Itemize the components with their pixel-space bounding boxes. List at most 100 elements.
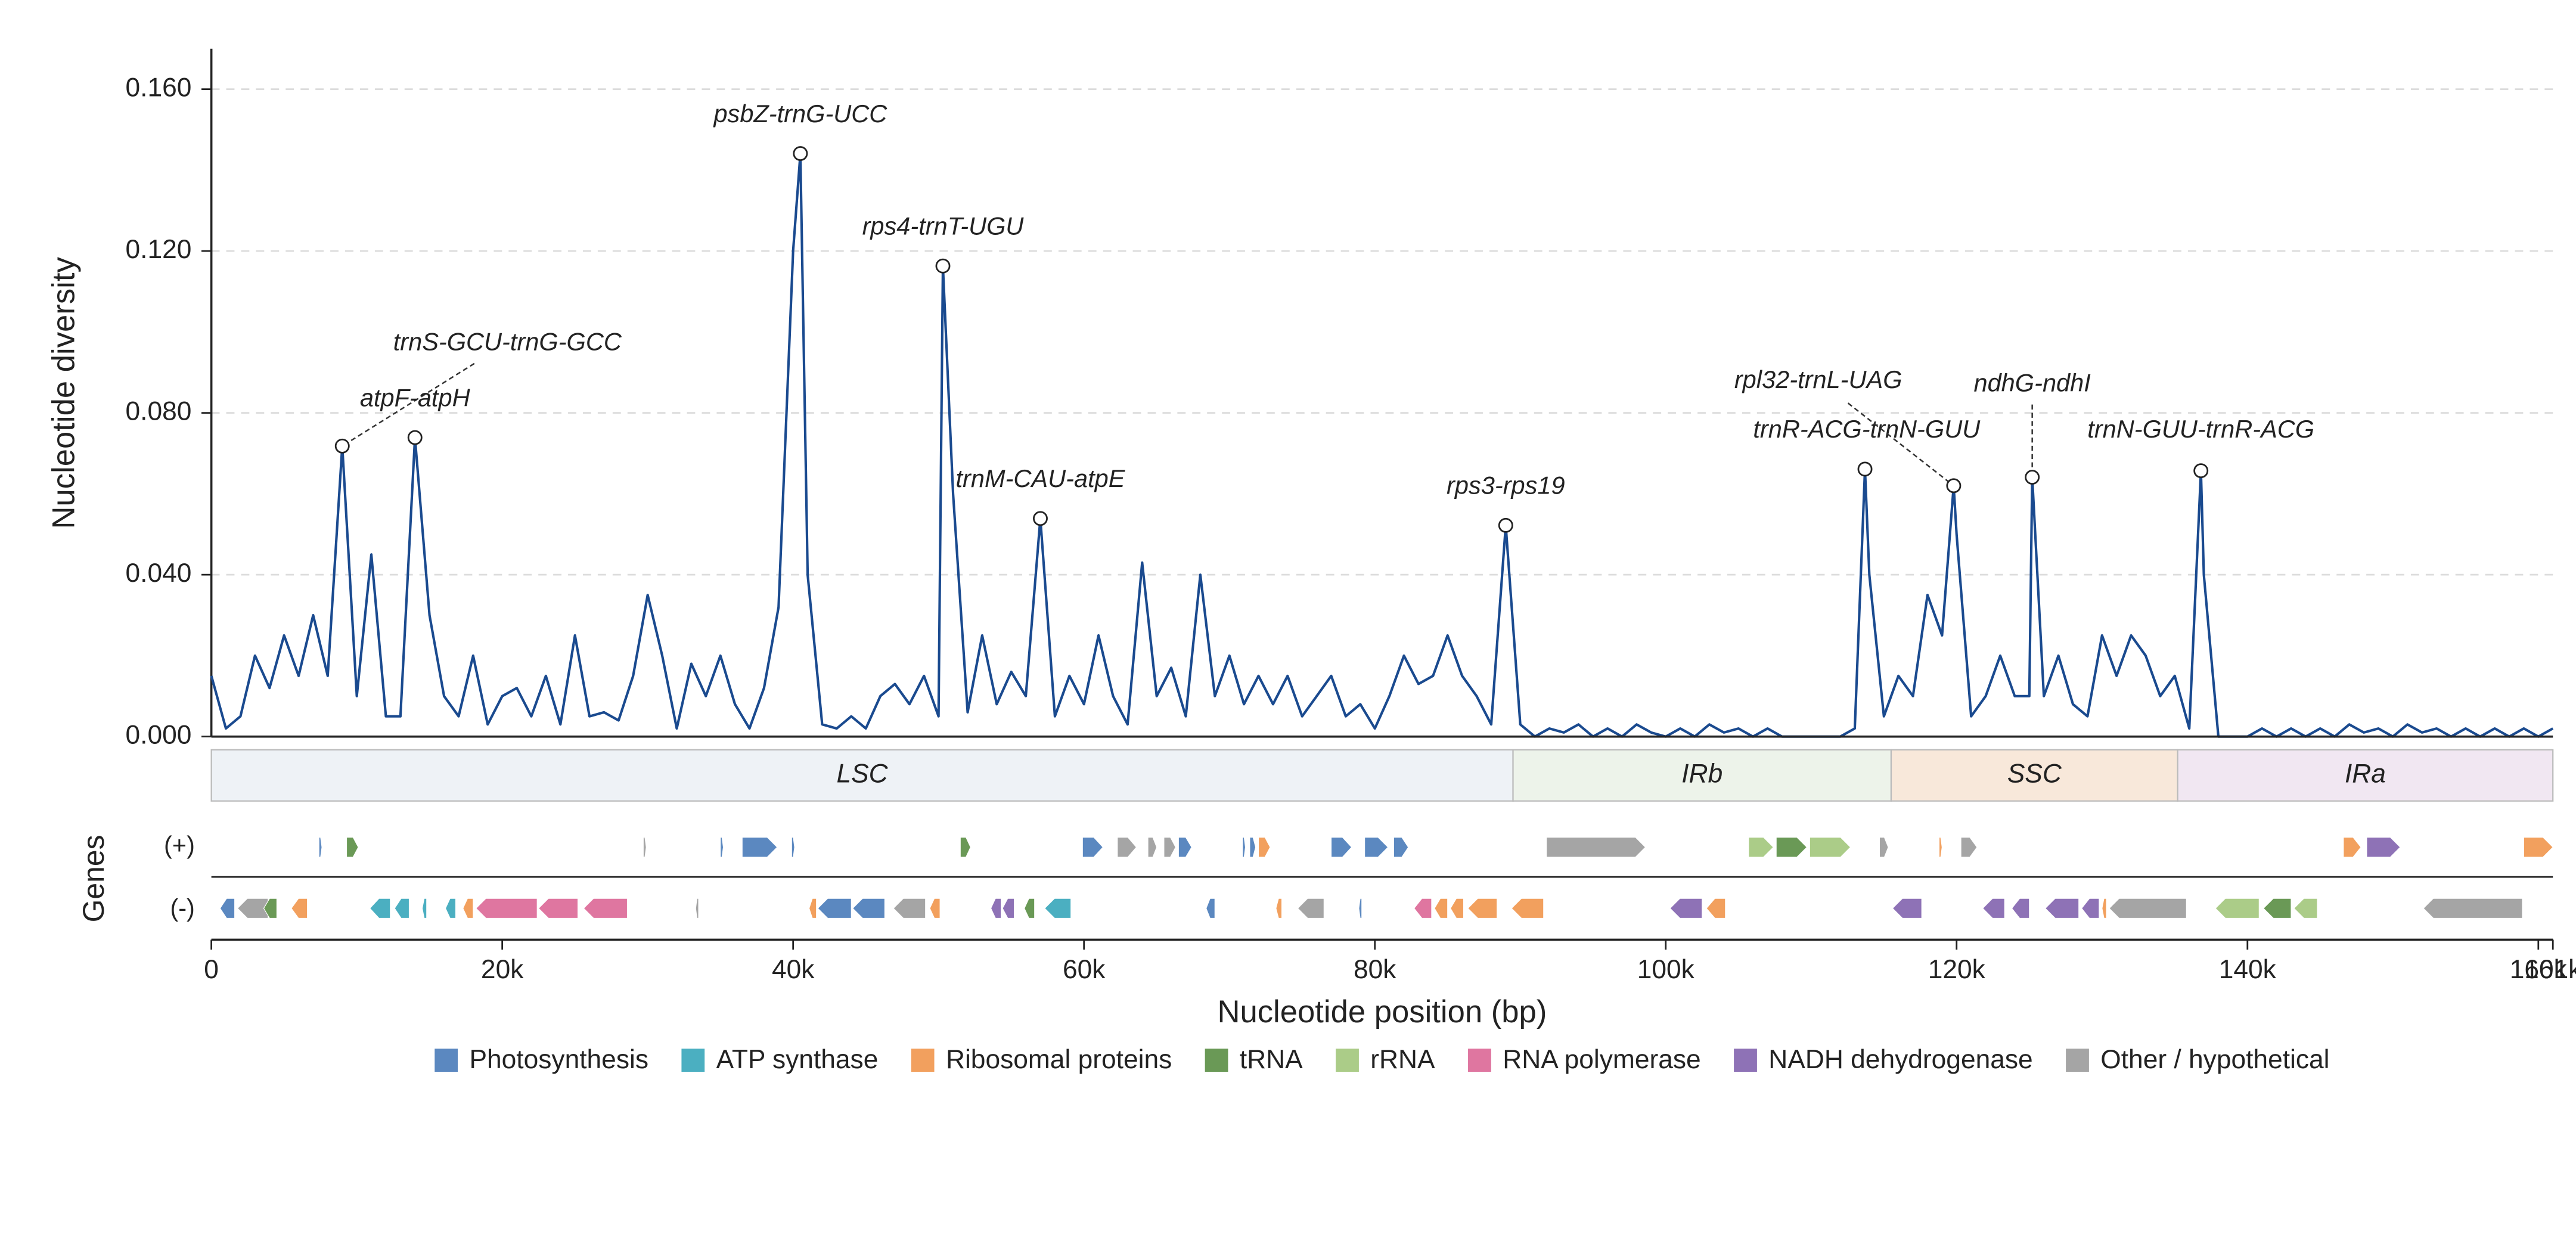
region — [1512, 749, 1892, 802]
gene — [1809, 837, 1851, 858]
region-label: IRb — [1681, 759, 1722, 788]
gene — [2293, 898, 2318, 919]
gene — [720, 837, 724, 858]
gene — [2343, 837, 2361, 858]
legend-label: RNA polymerase — [1503, 1045, 1700, 1074]
gene — [2423, 898, 2523, 919]
gene — [1206, 898, 1215, 919]
x-tick-label: 20k — [481, 955, 524, 984]
gene — [2044, 898, 2080, 919]
leader-line — [342, 362, 475, 447]
gene — [1275, 898, 1283, 919]
gene — [1178, 837, 1192, 858]
gene — [1706, 898, 1726, 919]
x-axis-label: Nucleotide position (bp) — [1217, 994, 1547, 1029]
gene — [463, 898, 474, 919]
gene — [990, 898, 1002, 919]
gene — [263, 898, 277, 919]
leader-line — [1847, 402, 1954, 486]
gene — [369, 898, 391, 919]
gene — [741, 837, 778, 858]
gene — [1938, 837, 1942, 858]
gene — [2523, 837, 2553, 858]
gene — [2011, 898, 2030, 919]
gene — [808, 898, 817, 919]
x-tick-label: 0 — [204, 955, 219, 984]
gene — [1364, 837, 1389, 858]
gene — [1082, 837, 1104, 858]
gene — [2262, 898, 2292, 919]
strand-label: (-) — [170, 894, 195, 922]
gene — [1258, 837, 1271, 858]
peak-label: ndhG-ndhI — [1973, 368, 2091, 396]
gene — [1960, 837, 1978, 858]
region — [1890, 749, 2178, 802]
peak-label: rps3-rps19 — [1447, 472, 1565, 500]
peak-label: rpl32-trnL-UAG — [1734, 365, 1902, 393]
gene — [1358, 898, 1363, 919]
gene — [1249, 837, 1256, 858]
gene — [1748, 837, 1774, 858]
gene — [643, 837, 647, 858]
x-tick-label: 120k — [1928, 955, 1986, 984]
legend-label: tRNA — [1240, 1045, 1303, 1074]
gene — [929, 898, 941, 919]
gene — [1434, 898, 1448, 919]
gene — [2366, 837, 2401, 858]
gene — [291, 898, 308, 919]
peak-marker — [1946, 478, 1962, 494]
legend-swatch — [911, 1049, 935, 1072]
y-tick-label: 0.120 — [125, 235, 191, 264]
legend-swatch — [1468, 1049, 1491, 1072]
gene — [1511, 898, 1544, 919]
x-tick-label: 60k — [1063, 955, 1106, 984]
legend-label: NADH dehydrogenase — [1768, 1045, 2032, 1074]
gene — [219, 898, 235, 919]
gene — [1413, 898, 1432, 919]
peak-label: rps4-trnT-UGU — [862, 212, 1025, 240]
region-label: LSC — [836, 759, 888, 788]
gene — [421, 898, 427, 919]
legend-swatch — [1336, 1049, 1359, 1072]
peak-label: atpF-atpH — [360, 383, 471, 411]
gene — [1467, 898, 1498, 919]
strand-label: (+) — [164, 831, 195, 859]
peak-marker — [1857, 461, 1873, 477]
gene — [583, 898, 628, 919]
gene — [318, 837, 322, 858]
gene — [791, 837, 795, 858]
peak-label: psbZ-trnG-UCC — [712, 100, 887, 128]
x-tick-label: 40k — [772, 955, 815, 984]
peak-marker — [935, 258, 951, 274]
legend-swatch — [1205, 1049, 1228, 1072]
y-tick-label: 0.000 — [125, 720, 191, 749]
legend-label: Ribosomal proteins — [946, 1045, 1172, 1074]
gene — [695, 898, 699, 919]
gene — [817, 898, 852, 919]
gene — [445, 898, 457, 919]
peak-marker — [407, 430, 423, 445]
gene — [1669, 898, 1703, 919]
gene — [2102, 898, 2107, 919]
gene — [893, 898, 926, 919]
peak-marker — [1498, 517, 1513, 533]
peak-marker — [2025, 470, 2040, 485]
y-tick-label: 0.040 — [125, 559, 191, 588]
legend-label: rRNA — [1370, 1045, 1435, 1074]
gene — [1002, 898, 1015, 919]
gene — [1044, 898, 1072, 919]
y-tick-label: 0.160 — [125, 73, 191, 102]
peak-marker — [1033, 511, 1048, 526]
region — [210, 749, 1514, 802]
diversity-line — [210, 152, 2554, 738]
gene — [1892, 898, 1922, 919]
x-tick-label: 80k — [1354, 955, 1396, 984]
y-tick-label: 0.080 — [125, 396, 191, 426]
peak-label: trnR-ACG-trnN-GUU — [1753, 415, 1981, 443]
gene — [538, 898, 579, 919]
peak-marker — [2193, 463, 2209, 479]
legend-swatch — [681, 1049, 705, 1072]
gene — [1982, 898, 2005, 919]
